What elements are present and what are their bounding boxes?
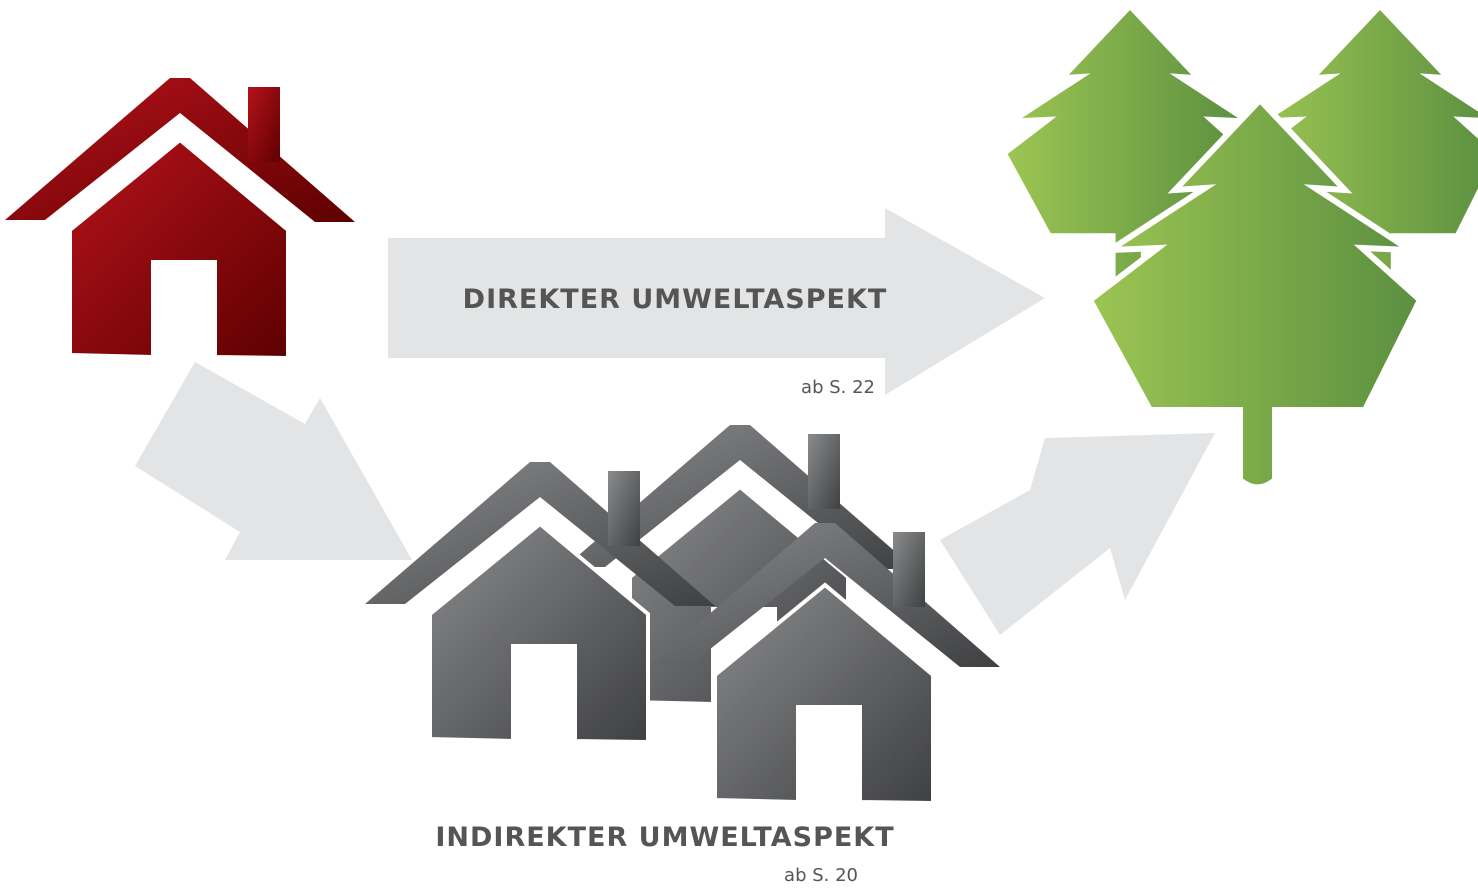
arrow-indirect-in bbox=[135, 362, 412, 560]
indirect-label: INDIREKTER UMWELTASPEKT bbox=[435, 822, 894, 853]
indirect-page: ab S. 20 bbox=[784, 865, 858, 886]
direct-page: ab S. 22 bbox=[801, 377, 875, 398]
arrow-indirect-out bbox=[940, 433, 1215, 635]
diagram: DIREKTER UMWELTASPEKT ab S. 22 INDIREKTE… bbox=[0, 0, 1478, 890]
house-red bbox=[5, 78, 355, 358]
direct-label: DIREKTER UMWELTASPEKT bbox=[463, 284, 888, 315]
